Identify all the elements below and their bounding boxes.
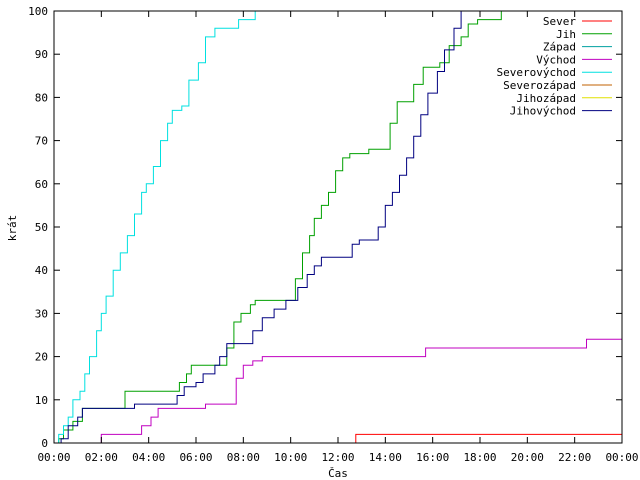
- x-axis-label: Čas: [328, 467, 348, 480]
- legend-label: Severovýchod: [497, 66, 576, 79]
- legend: SeverJihZápadVýchodSeverovýchodSeverozáp…: [497, 15, 612, 118]
- legend-label: Sever: [543, 15, 576, 28]
- y-axis-label: krát: [6, 215, 19, 242]
- series-line-0: [54, 433, 622, 443]
- series-line-3: [54, 338, 622, 443]
- y-tick-label: 40: [35, 264, 48, 277]
- axis-ticks: 0 10 20 30 40 50 60 70 80 90 100 00:00 02:00 04:00 06:…: [28, 5, 638, 464]
- y-tick-label: 90: [35, 48, 48, 61]
- legend-label: Severozápad: [503, 79, 576, 92]
- legend-label: Západ: [543, 41, 576, 54]
- x-tick-label: 16:00: [416, 451, 449, 464]
- x-tick-label: 14:00: [369, 451, 402, 464]
- series-line-1: [54, 11, 502, 443]
- legend-label: Východ: [536, 53, 576, 66]
- series-line-7: [54, 11, 462, 443]
- y-tick-label: 100: [28, 5, 48, 18]
- plot-lines: [54, 11, 622, 443]
- x-tick-label: 18:00: [463, 451, 496, 464]
- x-tick-label: 20:00: [511, 451, 544, 464]
- x-tick-label: 10:00: [274, 451, 307, 464]
- x-tick-label: 06:00: [179, 451, 212, 464]
- y-tick-label: 50: [35, 221, 48, 234]
- x-tick-label: 02:00: [85, 451, 118, 464]
- x-tick-label: 22:00: [558, 451, 591, 464]
- x-tick-label: 12:00: [321, 451, 354, 464]
- x-tick-label: 08:00: [227, 451, 260, 464]
- legend-label: Jihozápad: [516, 92, 576, 105]
- y-tick-label: 20: [35, 351, 48, 364]
- series-line-4: [54, 11, 256, 443]
- y-tick-label: 0: [41, 437, 48, 450]
- y-tick-label: 80: [35, 91, 48, 104]
- legend-label: Jih: [556, 28, 576, 41]
- y-tick-label: 60: [35, 178, 48, 191]
- x-tick-label: 04:00: [132, 451, 165, 464]
- y-tick-label: 30: [35, 307, 48, 320]
- x-tick-label: 00:00: [605, 451, 638, 464]
- x-tick-label: 00:00: [37, 451, 70, 464]
- legend-label: Jihovýchod: [510, 105, 576, 118]
- y-tick-label: 10: [35, 394, 48, 407]
- y-tick-label: 70: [35, 135, 48, 148]
